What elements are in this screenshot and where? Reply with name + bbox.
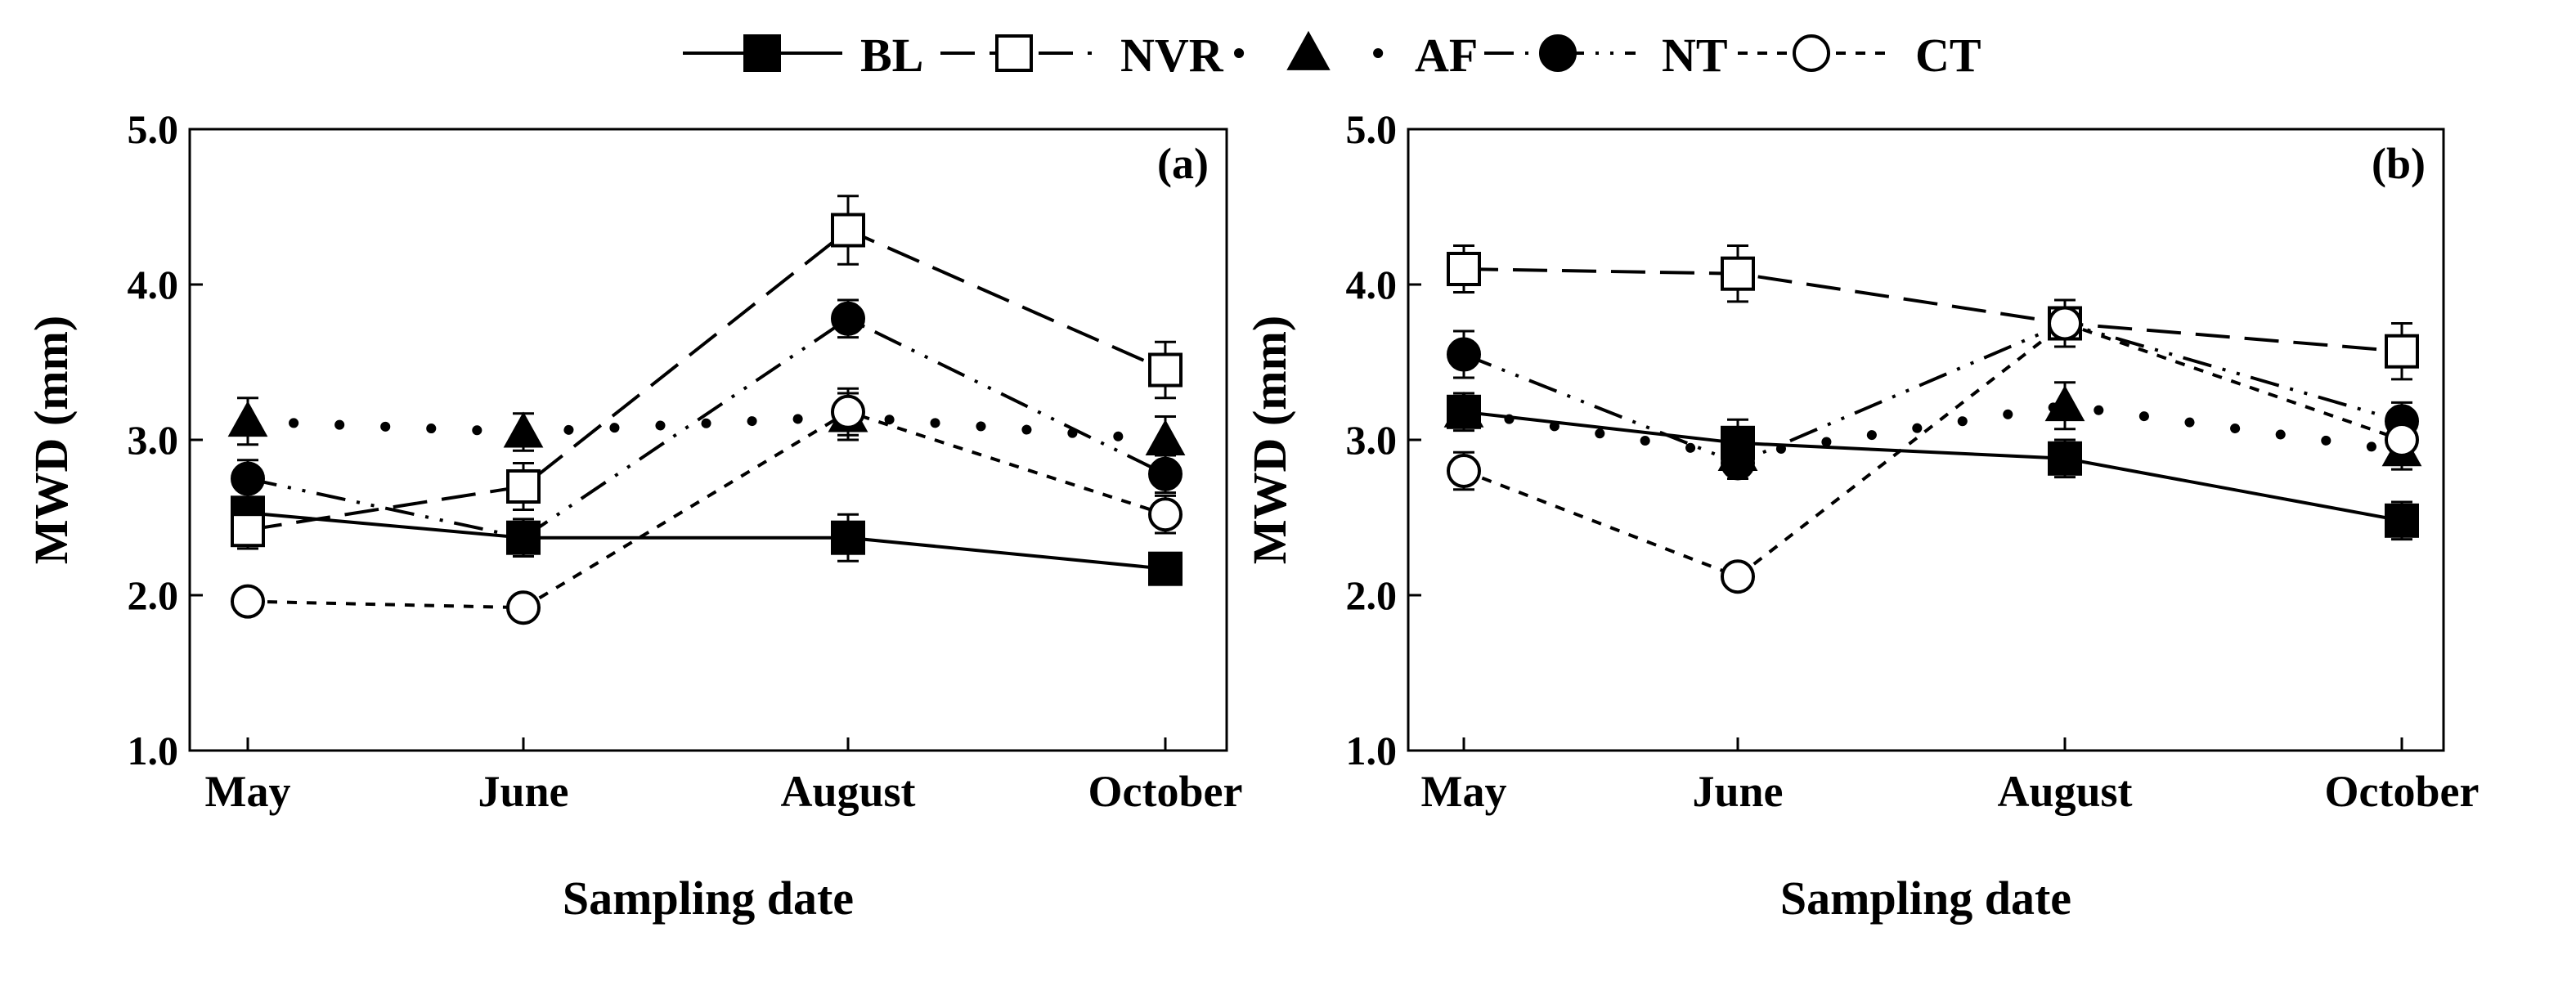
data-point-nvr: [1721, 256, 1755, 291]
legend-marker-bl: [743, 34, 781, 72]
data-point-af: [227, 401, 268, 437]
data-point-bl: [831, 520, 865, 555]
x-tick-label: August: [1997, 767, 2132, 816]
legend-marker-nvr: [995, 34, 1033, 72]
data-point-nt: [831, 301, 865, 336]
y-tick-label: 4.0: [1346, 262, 1398, 307]
data-point-bl: [2385, 503, 2419, 538]
legend-label-nvr: NVR: [1120, 29, 1224, 82]
x-axis-label: Sampling date: [563, 872, 854, 925]
y-tick-label: 2.0: [1346, 572, 1398, 618]
series-line-nt: [1463, 321, 2403, 465]
y-tick-label: 4.0: [128, 262, 179, 307]
data-point-ct: [1148, 497, 1183, 532]
x-tick-label: October: [2325, 767, 2480, 816]
data-point-nvr: [1148, 352, 1183, 388]
data-point-nvr: [2385, 334, 2419, 369]
data-point-bl: [1148, 551, 1183, 586]
data-point-ct: [2385, 423, 2419, 457]
y-axis-label: MWD (mm): [1243, 316, 1296, 564]
y-axis-label: MWD (mm): [25, 316, 78, 564]
data-point-af: [503, 411, 544, 448]
y-tick-label: 5.0: [1346, 106, 1398, 152]
panel-a: 1.0 2.0 3.0 4.0 5.0 May June August October Sampl…: [25, 106, 1242, 925]
x-tick-label: June: [478, 767, 568, 816]
data-point-nvr: [831, 213, 865, 248]
series-line-ct: [247, 410, 1166, 610]
legend-label-nt: NT: [1662, 29, 1728, 82]
data-point-ct: [506, 590, 541, 625]
x-tick-label: August: [780, 767, 915, 816]
panel-label: (a): [1157, 139, 1209, 188]
data-point-af: [2044, 385, 2085, 422]
y-tick-label: 1.0: [128, 728, 179, 773]
panel-label: (b): [2372, 139, 2426, 188]
x-tick-label: May: [205, 767, 291, 816]
series-line-bl: [1463, 410, 2403, 522]
x-tick-label: October: [1088, 767, 1243, 816]
series-line-af: [243, 411, 1170, 445]
series-line-nvr: [1463, 267, 2403, 353]
legend-marker-af: [1286, 30, 1331, 70]
plot-frame-a: [188, 128, 1228, 752]
series-line-af: [1459, 401, 2407, 461]
data-point-nt: [231, 461, 265, 496]
y-tick-label: 5.0: [128, 106, 179, 152]
legend-label-ct: CT: [1915, 29, 1981, 82]
data-point-nt: [506, 520, 541, 555]
y-tick-label: 3.0: [128, 417, 179, 463]
data-point-nt: [1447, 337, 1481, 372]
data-point-bl: [2048, 441, 2082, 476]
legend: BL NVR AF NT CT: [683, 29, 1981, 82]
data-point-nt: [1148, 456, 1183, 491]
y-tick-label: 2.0: [128, 572, 179, 618]
x-axis-label: Sampling date: [1780, 872, 2071, 925]
data-point-af: [1145, 419, 1186, 455]
x-tick-label: June: [1692, 767, 1783, 816]
legend-marker-ct: [1793, 34, 1830, 72]
y-tick-label: 1.0: [1346, 728, 1398, 773]
legend-label-af: AF: [1415, 29, 1478, 82]
data-point-ct: [231, 584, 265, 619]
data-point-ct: [1721, 559, 1755, 594]
data-point-nvr: [1447, 252, 1481, 286]
data-point-nt: [1721, 446, 1755, 481]
plot-frame-b: [1407, 128, 2445, 752]
data-point-ct: [1447, 454, 1481, 488]
data-point-ct: [831, 394, 865, 429]
panel-b: 1.0 2.0 3.0 4.0 5.0 May June August October Sampl…: [1243, 106, 2479, 925]
series-line-nvr: [247, 228, 1166, 532]
legend-marker-nt: [1539, 34, 1577, 72]
y-tick-label: 3.0: [1346, 417, 1398, 463]
x-tick-label: May: [1421, 767, 1507, 816]
data-point-ct: [2048, 306, 2082, 341]
series-line-bl: [247, 511, 1166, 571]
series-line-nt: [247, 316, 1166, 540]
data-point-nvr: [231, 513, 265, 548]
data-point-nvr: [506, 469, 541, 504]
legend-label-bl: BL: [860, 29, 923, 82]
series-line-ct: [1463, 321, 2403, 579]
data-point-af: [1443, 391, 1484, 428]
